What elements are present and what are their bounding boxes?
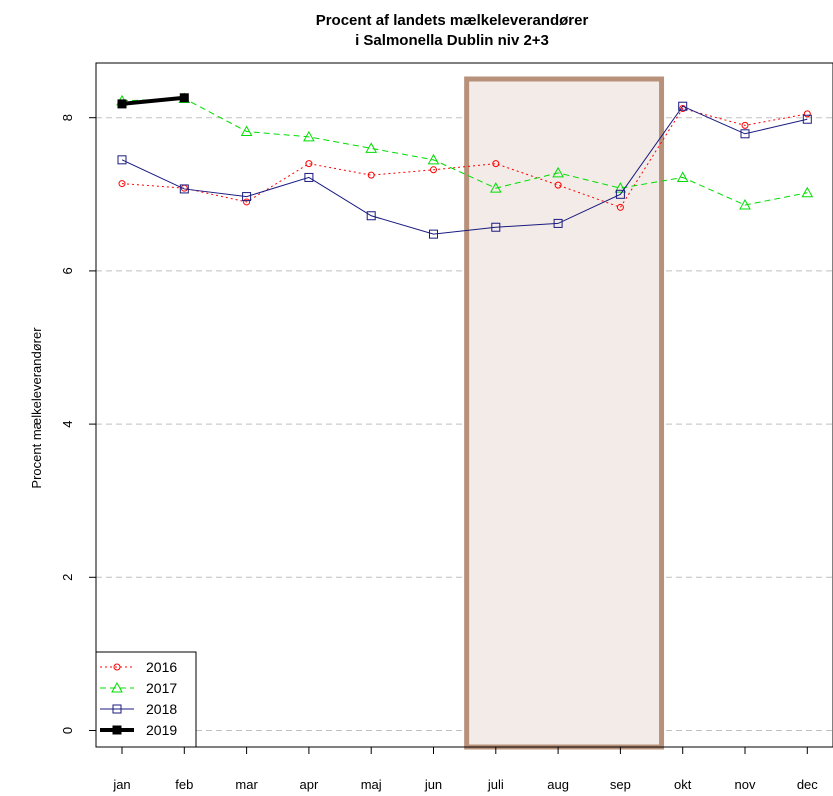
data-point	[305, 160, 313, 168]
data-point	[801, 186, 814, 198]
highlight-region	[464, 76, 665, 750]
legend: 2016 2017 2018 2019	[95, 651, 197, 748]
x-tick-label: sep	[610, 777, 631, 792]
data-point	[491, 222, 501, 232]
data-point	[303, 130, 315, 142]
data-point	[117, 99, 127, 109]
series-line	[121, 107, 808, 208]
data-point	[676, 171, 689, 182]
data-point	[554, 181, 562, 189]
data-point	[118, 180, 126, 188]
data-point	[615, 189, 625, 199]
x-tick-label: juli	[487, 777, 504, 792]
data-point	[553, 218, 563, 228]
data-point	[430, 166, 437, 174]
data-point	[117, 155, 127, 165]
data-point	[803, 110, 811, 118]
data-point	[489, 182, 502, 193]
x-tick-label: nov	[735, 777, 756, 792]
data-point	[113, 663, 121, 671]
legend-label: 2016	[146, 659, 177, 675]
y-tick-label: 2	[60, 574, 75, 581]
data-point	[552, 166, 564, 178]
series-line	[121, 98, 808, 206]
data-point	[741, 121, 749, 129]
legend-label: 2019	[146, 722, 177, 738]
data-point	[179, 93, 189, 103]
y-tick-label: 6	[60, 267, 75, 274]
y-tick-label: 8	[60, 114, 75, 121]
chart-title: Procent af landets mælkeleverandører	[316, 12, 589, 29]
x-tick-label: aug	[547, 777, 569, 792]
data-point	[427, 153, 440, 165]
series-2019	[117, 93, 189, 109]
x-tick-label: feb	[175, 777, 193, 792]
x-tick-label: okt	[674, 777, 692, 792]
axes: 0 2 4 6 8 jan feb mar apr maj jun juli aug sep okt nov d…	[60, 114, 818, 792]
data-point	[678, 101, 688, 111]
x-tick-label: apr	[300, 777, 319, 792]
data-point	[367, 171, 375, 179]
grid	[96, 117, 833, 731]
data-point	[614, 182, 627, 193]
x-tick-label: mar	[235, 777, 258, 792]
data-point	[179, 184, 189, 194]
highlight-rect	[464, 76, 665, 750]
x-tick-label: maj	[361, 777, 382, 792]
data-point	[240, 125, 253, 136]
data-point	[366, 211, 376, 221]
x-tick-label: dec	[797, 777, 818, 792]
y-tick-label: 4	[60, 420, 75, 427]
series-2018	[117, 101, 812, 239]
data-point	[739, 198, 751, 210]
series-2016	[118, 105, 811, 211]
data-point	[679, 105, 687, 113]
data-point	[802, 114, 812, 124]
data-point	[740, 129, 750, 139]
data-point	[429, 229, 438, 239]
data-point	[365, 142, 378, 153]
series-lines	[116, 92, 814, 239]
data-point	[112, 725, 122, 735]
legend-label: 2018	[146, 701, 177, 717]
data-point	[492, 160, 500, 168]
data-point	[304, 172, 314, 182]
series-line	[121, 105, 808, 235]
data-point	[242, 192, 252, 202]
y-tick-label: 0	[60, 727, 75, 734]
plot-frame	[95, 62, 833, 748]
y-axis-label: Procent mælkeleverandører	[29, 327, 44, 489]
data-point	[243, 198, 251, 206]
x-tick-label: jan	[112, 777, 130, 792]
data-point	[111, 681, 123, 693]
x-tick-label: jun	[424, 777, 442, 792]
data-point	[616, 203, 624, 211]
series-line	[121, 95, 185, 106]
data-point	[112, 704, 122, 714]
chart-subtitle: i Salmonella Dublin niv 2+3	[355, 32, 549, 49]
legend-label: 2017	[146, 680, 177, 696]
